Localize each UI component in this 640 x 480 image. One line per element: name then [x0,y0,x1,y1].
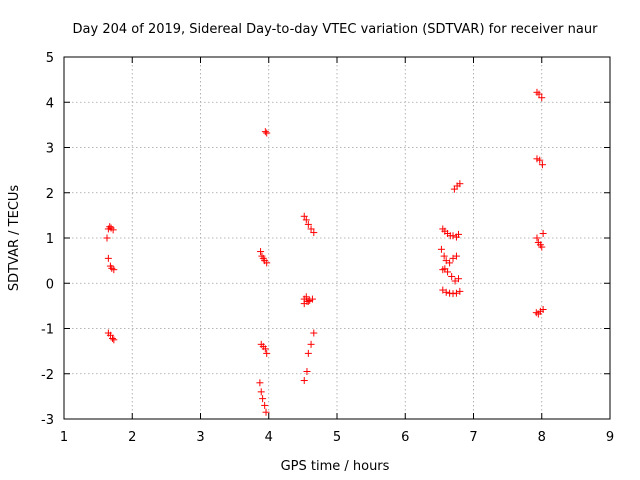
data-point [440,252,448,260]
data-point [310,229,318,237]
x-tick-label: 9 [606,430,614,445]
data-point [109,226,117,234]
data-point [456,180,464,188]
data-point [256,379,264,387]
x-tick-label: 1 [60,430,68,445]
data-point [261,401,269,409]
data-points [103,88,547,416]
data-point [456,287,464,295]
data-point [538,243,546,251]
data-point [304,297,312,305]
data-point [263,129,271,137]
data-point [103,234,111,242]
data-point [304,220,312,228]
data-point [307,225,315,233]
grid-lines [64,57,610,419]
data-point [104,254,112,262]
data-point [263,349,271,357]
y-tick-label: 2 [46,187,54,202]
y-tick-label: 3 [46,142,54,157]
data-point [300,377,308,385]
data-point [536,156,544,164]
data-point [307,340,315,348]
data-point [444,268,452,276]
y-tick-label: -2 [41,368,54,383]
x-tick-label: 6 [401,430,409,445]
data-point [263,259,271,267]
data-point [300,212,308,220]
data-point [448,272,456,280]
data-point [261,345,269,353]
data-point [108,334,116,342]
x-tick-label: 7 [469,430,477,445]
x-tick-label: 8 [538,430,546,445]
data-point [303,367,311,375]
data-point [261,128,269,136]
data-point [442,288,450,296]
data-point [106,223,114,231]
data-point [110,336,118,344]
data-point [304,349,312,357]
y-tick-label: -3 [41,413,54,428]
y-tick-label: 1 [46,232,54,247]
data-point [454,275,462,283]
data-point [533,234,541,242]
y-tick-label: 5 [46,51,54,66]
data-point [262,408,270,416]
y-tick-label: 0 [46,277,54,292]
x-tick-label: 2 [128,430,136,445]
data-point [300,300,308,308]
data-point [452,252,460,260]
data-point [257,248,265,256]
data-point [538,94,546,102]
data-point [446,259,454,267]
x-tick-label: 5 [333,430,341,445]
x-tick-label: 4 [265,430,273,445]
axis-ticks: 1 2 3 4 5 6 7 8 9 -3 -2 -1 0 1 2 3 4 5 [41,51,614,445]
data-point [257,388,265,396]
chart-title: Day 204 of 2019, Sidereal Day-to-day VTE… [73,22,599,37]
data-point [302,293,310,301]
data-point [539,305,547,313]
data-point [110,266,118,274]
data-point [308,295,316,303]
x-tick-label: 3 [196,430,204,445]
data-point [535,90,543,98]
y-tick-label: -1 [41,323,54,338]
data-point [452,289,460,297]
data-point [449,232,457,240]
y-tick-label: 4 [46,96,54,111]
data-point [539,229,547,237]
data-point [259,395,267,403]
x-axis-label: GPS time / hours [281,459,390,474]
data-point [310,329,318,337]
data-point [437,245,445,253]
data-point [302,216,310,224]
data-point [454,230,462,238]
data-point [538,161,546,169]
y-axis-label: SDTVAR / TECUs [7,185,22,292]
